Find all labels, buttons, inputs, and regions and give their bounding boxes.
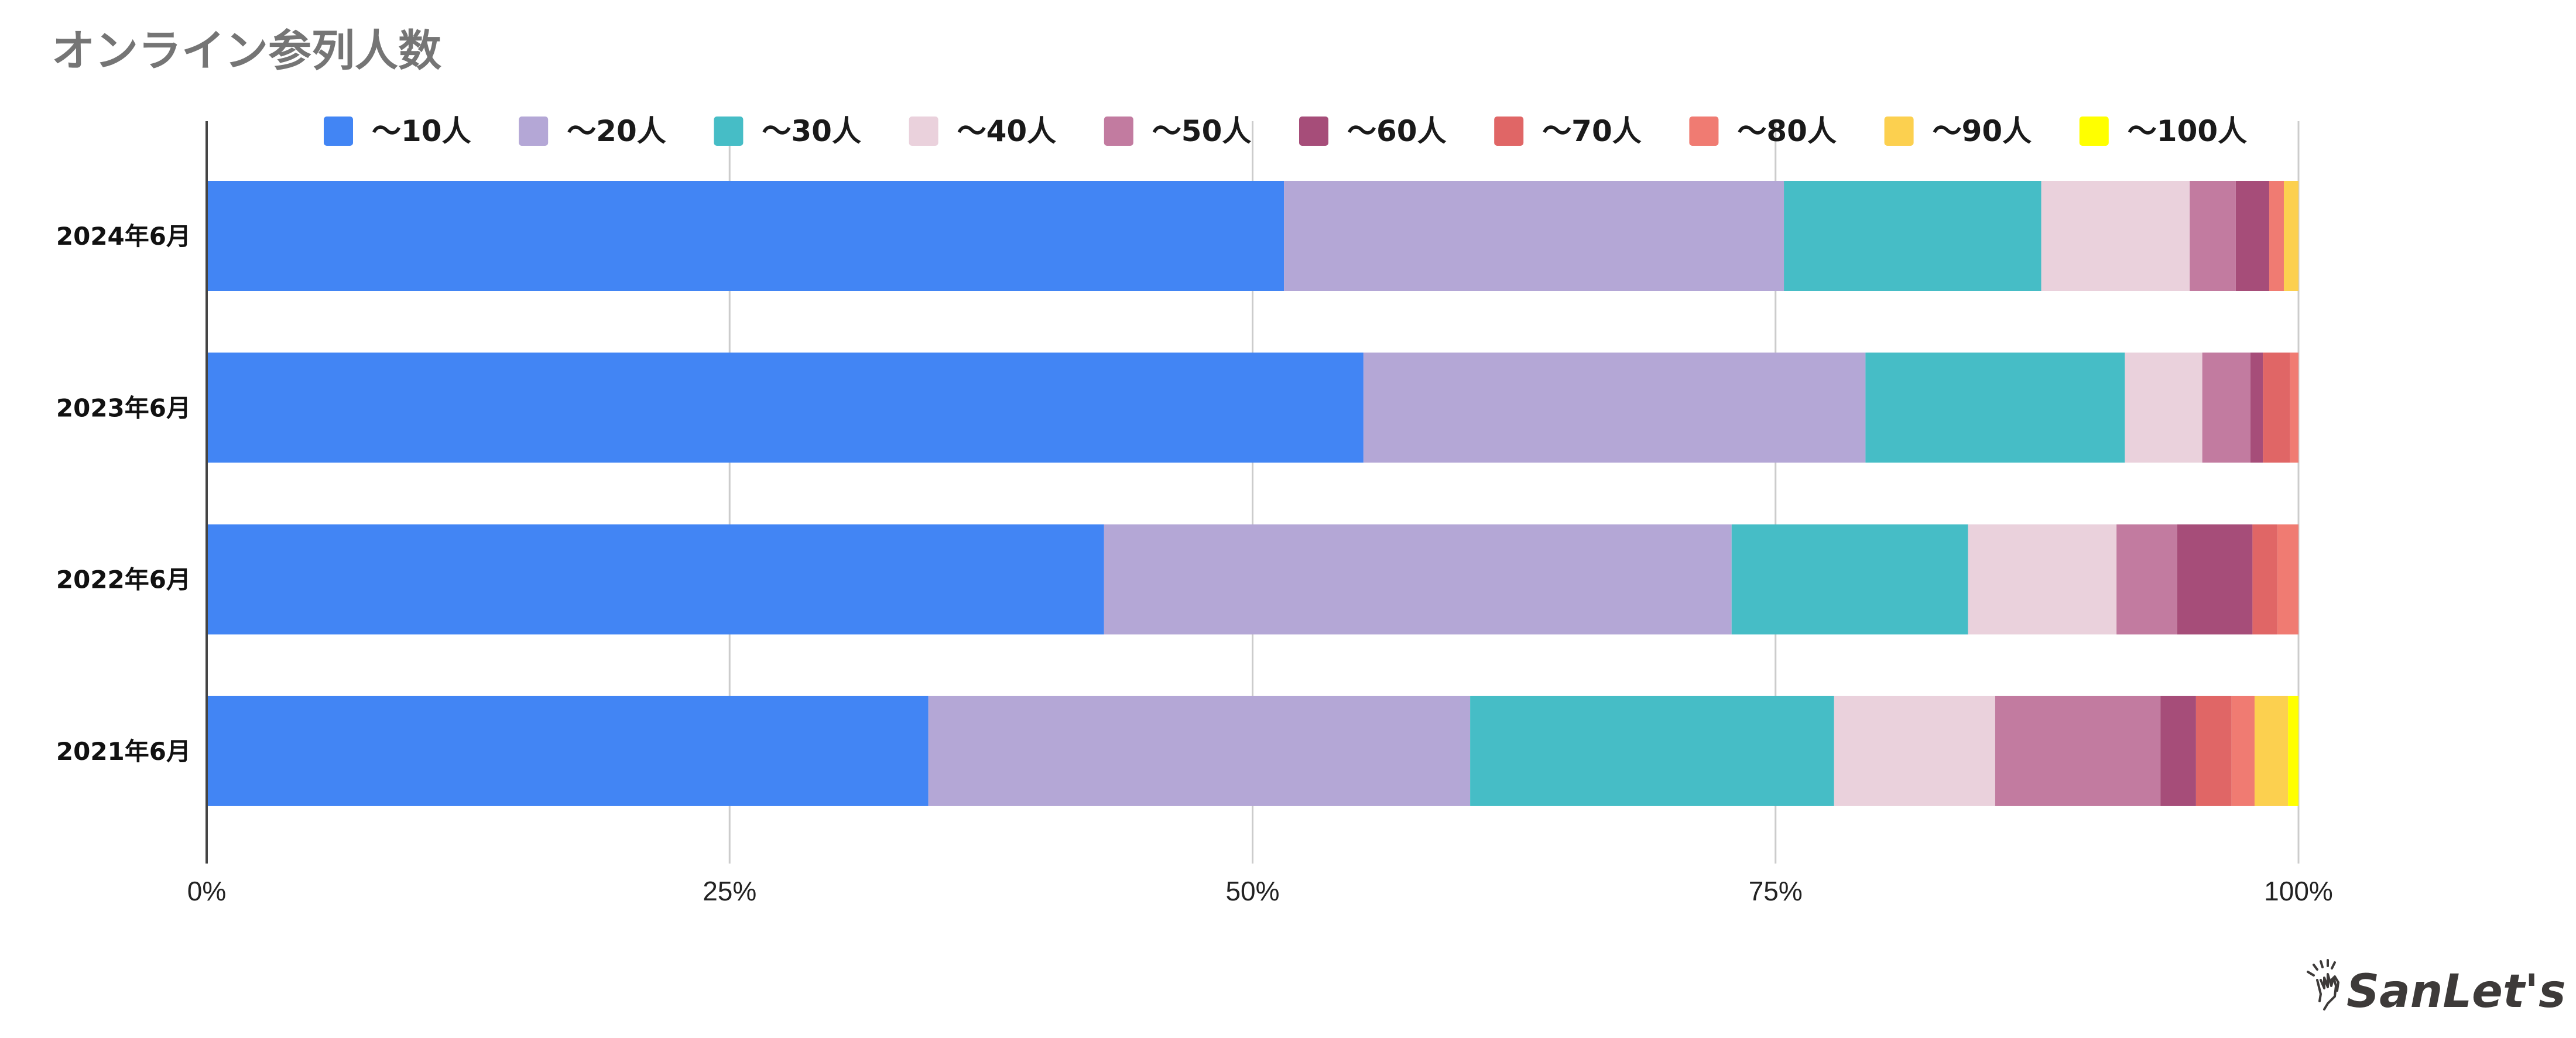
- chart-title: オンライン参列人数: [52, 26, 441, 76]
- bar-segment: [2269, 181, 2284, 291]
- bar-segment: [1968, 524, 2117, 635]
- category-label: 2021年6月: [56, 737, 191, 766]
- legend-swatch: [1689, 117, 1719, 146]
- bar-segment: [207, 696, 929, 806]
- legend-swatch: [2079, 117, 2109, 146]
- category-label: 2022年6月: [56, 566, 191, 594]
- bar-segment: [1363, 352, 1866, 463]
- bar-segment: [2231, 696, 2255, 806]
- x-tick-labels: 0% 25% 50% 75% 100%: [187, 876, 2333, 906]
- legend-item: 〜100人: [2079, 114, 2247, 148]
- legend-label: 〜40人: [957, 114, 1057, 148]
- bar-segment: [928, 696, 1471, 806]
- bar-segment: [2160, 696, 2196, 806]
- legend-label: 〜10人: [372, 114, 471, 148]
- legend-item: 〜30人: [714, 114, 861, 148]
- legend-label: 〜60人: [1347, 114, 1447, 148]
- bar-segment: [1995, 696, 2161, 806]
- bar-segment: [2235, 181, 2269, 291]
- legend-item: 〜80人: [1689, 114, 1837, 148]
- legend-label: 〜20人: [567, 114, 666, 148]
- category-label: 2023年6月: [56, 393, 191, 422]
- x-tick-label: 25%: [703, 876, 756, 906]
- bar-segment: [2116, 524, 2177, 635]
- bar-segment: [1865, 352, 2125, 463]
- legend: 〜10人 〜20人 〜30人 〜40人 〜50人 〜60人 〜70人 〜80人 〜90人 〜100…: [324, 114, 2247, 148]
- x-tick-label: 100%: [2264, 876, 2333, 906]
- legend-swatch: [909, 117, 938, 146]
- bar-segment: [207, 524, 1104, 635]
- legend-item: 〜20人: [519, 114, 666, 148]
- legend-swatch: [324, 117, 353, 146]
- bar-row: [207, 524, 2298, 635]
- x-tick-label: 75%: [1749, 876, 1803, 906]
- legend-swatch: [1104, 117, 1133, 146]
- legend-item: 〜40人: [909, 114, 1057, 148]
- legend-item: 〜10人: [324, 114, 471, 148]
- bar-segment: [2125, 352, 2202, 463]
- legend-swatch: [1494, 117, 1524, 146]
- bar-segment: [2290, 352, 2298, 463]
- bar-segment: [207, 181, 1284, 291]
- legend-label: 〜70人: [1542, 114, 1642, 148]
- legend-item: 〜60人: [1299, 114, 1447, 148]
- bar-segment: [1834, 696, 1995, 806]
- x-tick-label: 0%: [187, 876, 226, 906]
- legend-swatch: [714, 117, 744, 146]
- legend-label: 〜100人: [2128, 114, 2247, 148]
- legend-swatch: [1299, 117, 1328, 146]
- legend-label: 〜80人: [1737, 114, 1837, 148]
- legend-item: 〜70人: [1494, 114, 1642, 148]
- bar-segment: [2283, 181, 2298, 291]
- legend-swatch: [1884, 117, 1914, 146]
- legend-label: 〜50人: [1152, 114, 1252, 148]
- bar-segment: [1470, 696, 1834, 806]
- legend-item: 〜50人: [1104, 114, 1252, 148]
- category-labels: 2024年6月 2023年6月 2022年6月 2021年6月: [56, 222, 191, 766]
- bar-segment: [2252, 524, 2278, 635]
- bar-segment: [2250, 352, 2263, 463]
- bar-row: [207, 181, 2298, 291]
- bar-segment: [2041, 181, 2190, 291]
- bar-segment: [2254, 696, 2289, 806]
- high-five-hands-icon: [2307, 959, 2339, 1010]
- x-tick-label: 50%: [1225, 876, 1279, 906]
- bar-segment: [1104, 524, 1732, 635]
- bar-segment: [2263, 352, 2290, 463]
- legend-swatch: [519, 117, 549, 146]
- legend-label: 〜90人: [1933, 114, 2032, 148]
- bar-segment: [2195, 696, 2232, 806]
- bar-segment: [2202, 352, 2250, 463]
- brand-logo: SanLet's: [2307, 959, 2566, 1018]
- bar-segment: [1284, 181, 1784, 291]
- bar-segment: [207, 352, 1364, 463]
- bar-segment: [2190, 181, 2236, 291]
- category-label: 2024年6月: [56, 222, 191, 251]
- bars: [207, 181, 2298, 806]
- bar-row: [207, 352, 2298, 463]
- legend-label: 〜30人: [762, 114, 861, 148]
- bar-segment: [1731, 524, 1968, 635]
- bar-row: [207, 696, 2298, 806]
- bar-segment: [1784, 181, 2041, 291]
- bar-segment: [2177, 524, 2253, 635]
- bar-segment: [2288, 696, 2298, 806]
- legend-item: 〜90人: [1884, 114, 2032, 148]
- logo-text: SanLet's: [2347, 965, 2566, 1018]
- bar-segment: [2277, 524, 2298, 635]
